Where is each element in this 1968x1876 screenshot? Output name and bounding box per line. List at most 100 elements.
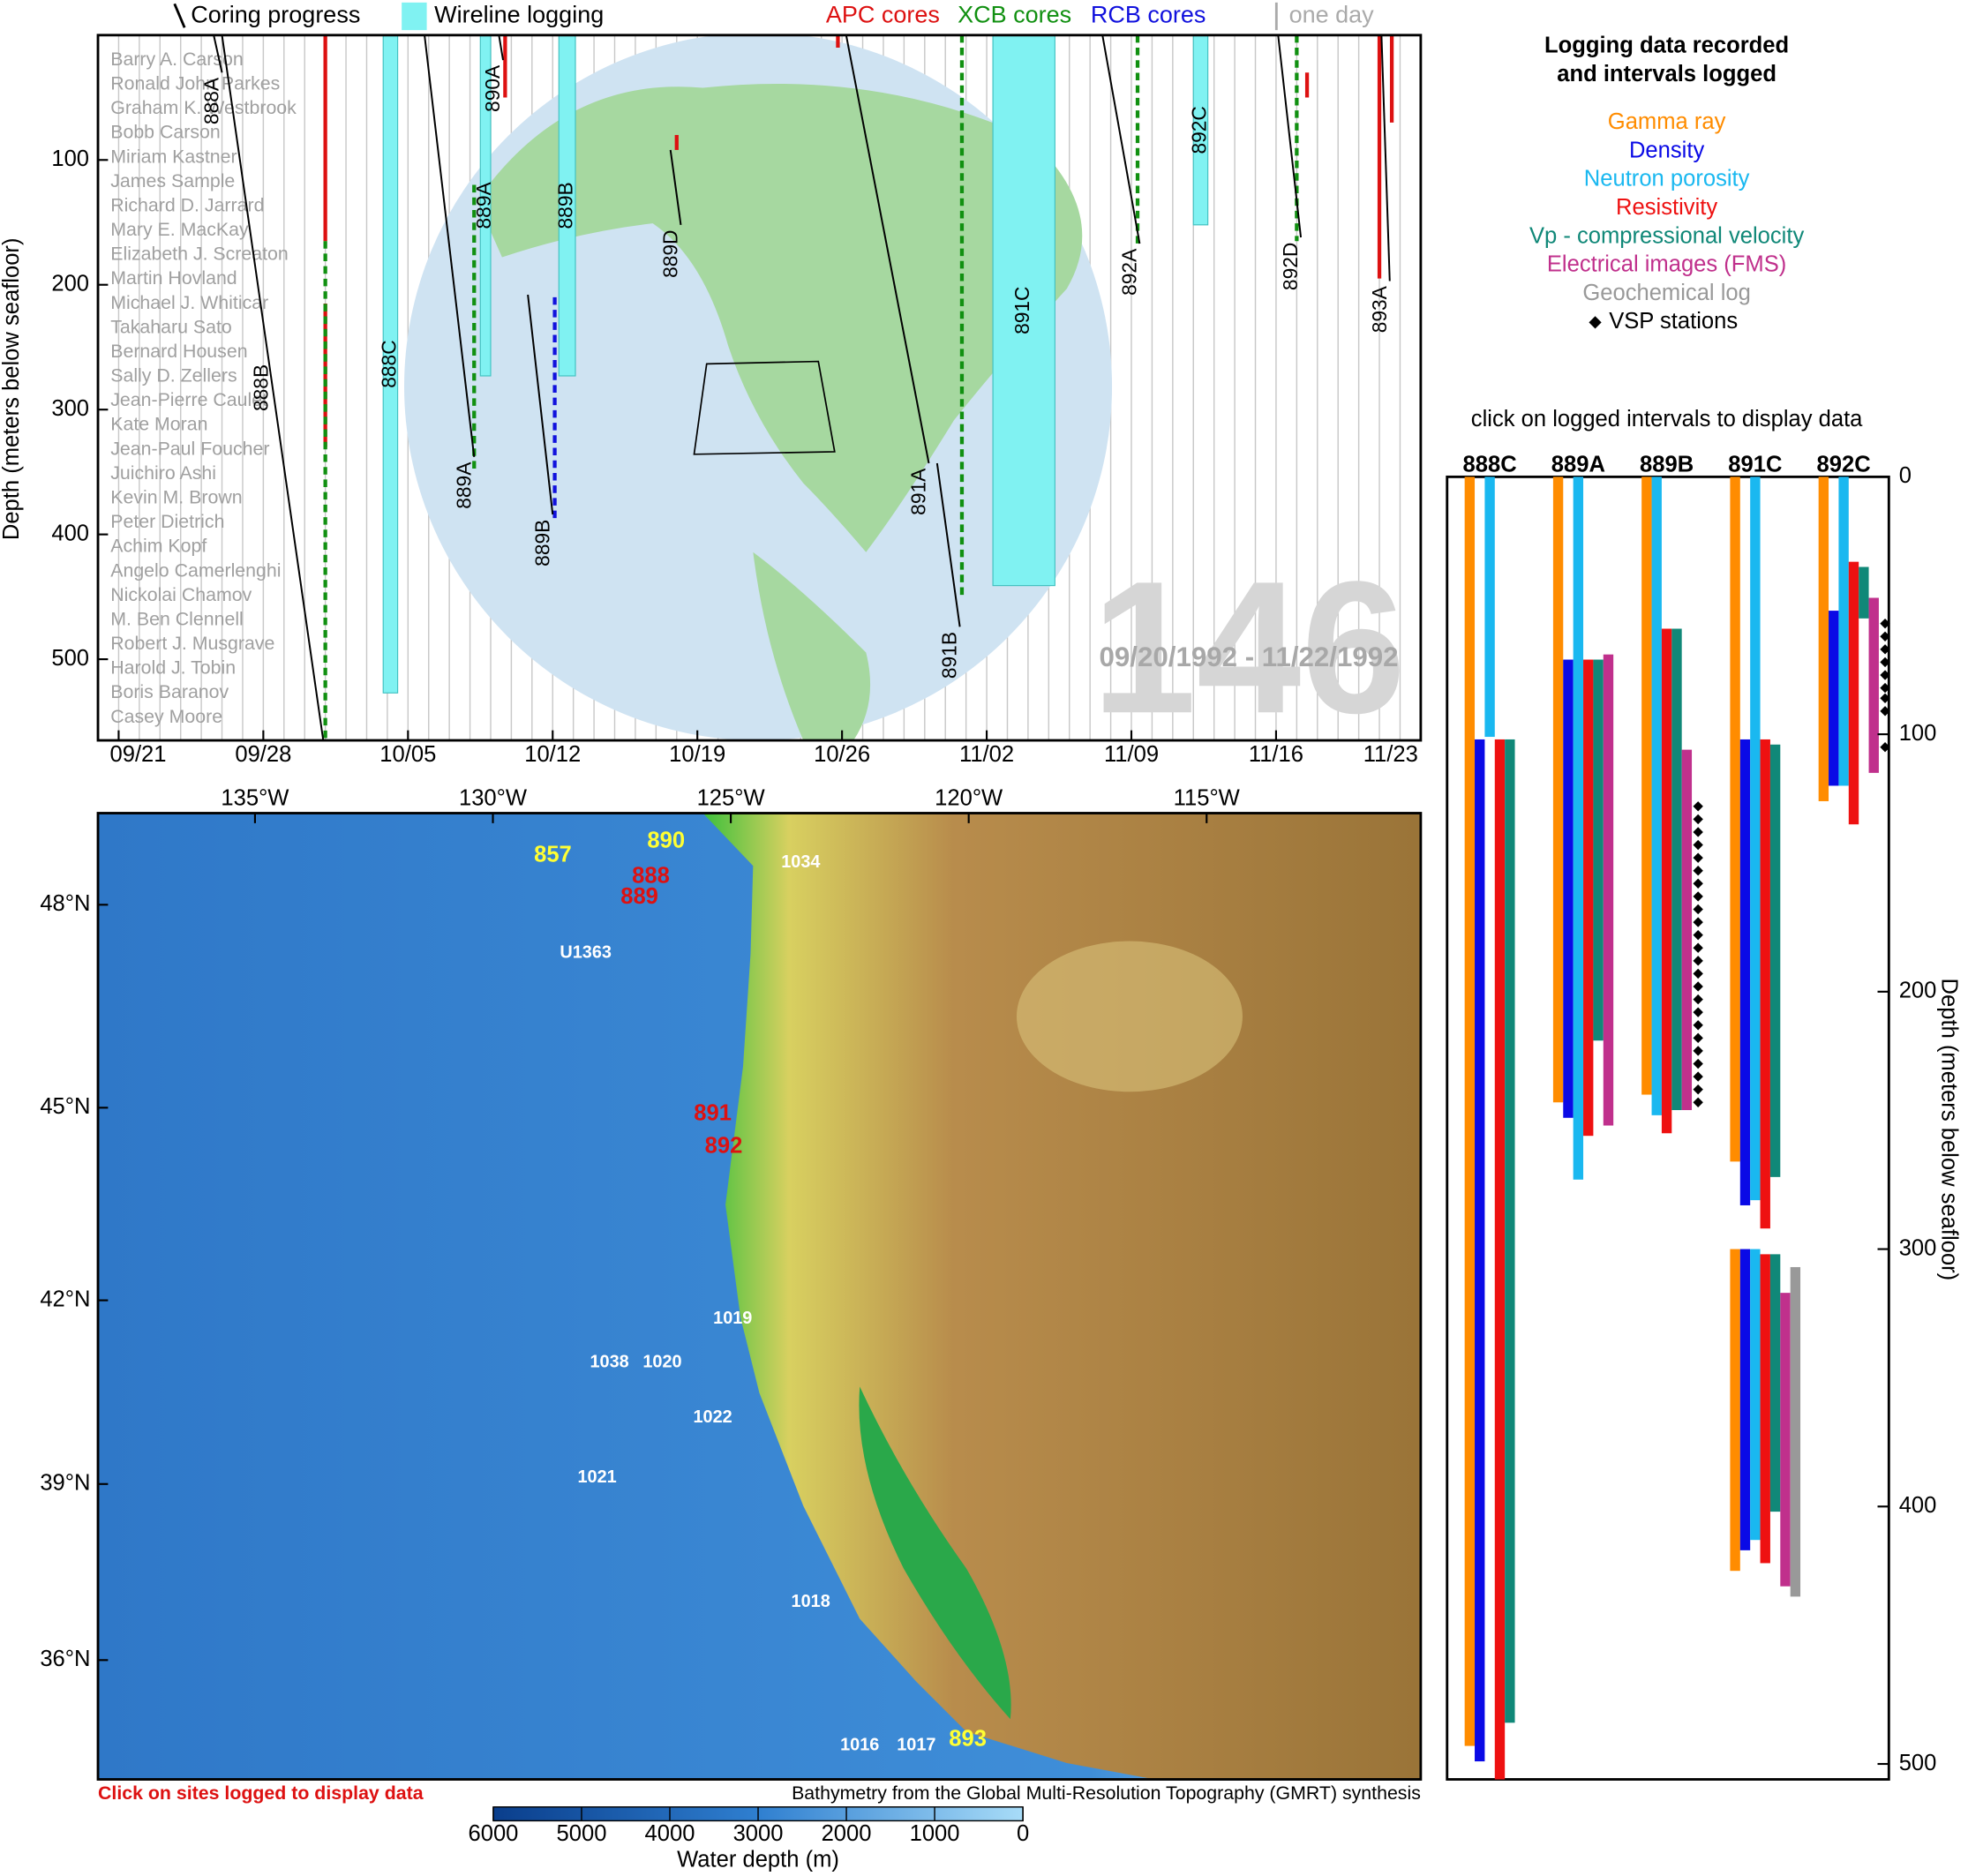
logged-interval[interactable] [1750,477,1761,1201]
crew-name: Mary E. MacKay [110,219,249,240]
y-tick-label: 200 [51,271,89,296]
y-tick-label: 400 [1899,1493,1937,1518]
colorbar-tick-label: 1000 [910,1821,960,1846]
crew-name: Graham K. Westbrook [110,97,297,118]
logged-interval[interactable] [1730,477,1740,1162]
logged-interval[interactable] [1868,597,1879,773]
legend-line [173,3,186,28]
hole-label: 888A [200,77,223,124]
hole-label: 888C [1463,452,1517,477]
logged-interval[interactable] [1739,739,1751,1205]
logging-note: click on logged intervals to display dat… [1471,407,1863,431]
x-tick-label: 10/05 [379,742,436,767]
globe-land [753,552,871,741]
logged-interval[interactable] [1661,628,1672,1134]
crew-name: Nickolai Chamov [110,584,252,605]
site-label: 1016 [840,1735,879,1754]
logged-interval[interactable] [1641,477,1652,1095]
legend-label: Resistivity [1616,195,1717,220]
x-tick-label: 11/16 [1249,742,1303,767]
vsp-station [1693,891,1703,902]
logged-interval[interactable] [1829,611,1839,786]
vsp-station [1693,1058,1703,1069]
coring-progress [669,149,682,225]
legend-label: Density [1629,138,1705,162]
logged-interval[interactable] [1760,739,1770,1229]
logged-interval[interactable] [1651,477,1662,1115]
y-tick-label: 100 [1899,721,1937,746]
crew-name: Elizabeth J. Screaton [110,244,289,265]
logged-interval[interactable] [1563,659,1574,1118]
logged-interval[interactable] [1769,744,1781,1177]
x-tick-label: 11/23 [1363,742,1418,767]
logged-interval[interactable] [1475,739,1485,1762]
legend-label: Gamma ray [1608,109,1726,134]
logged-interval[interactable] [1494,739,1506,1780]
y-tick-label: 0 [1899,463,1912,488]
crew-name: Jean-Paul Foucher [110,438,269,459]
hole-label: 888B [250,364,273,411]
site-label[interactable]: 891 [694,1101,732,1126]
site-label[interactable]: 857 [534,843,572,867]
logged-interval[interactable] [1859,567,1869,619]
map-extent [693,360,836,455]
logged-interval[interactable] [1730,1249,1740,1572]
colorbar-tick-label: 2000 [822,1821,872,1846]
logged-interval[interactable] [1750,1249,1761,1541]
lon-tick-label: 125°W [697,786,766,811]
wireline-interval [1192,34,1209,226]
hole-label: 891A [907,468,930,515]
hole-label: 888C [377,340,400,387]
land [702,813,1421,1780]
hole-label: 892D [1279,243,1302,290]
site-label[interactable]: 889 [620,884,658,909]
x-tick-label: 10/19 [669,742,725,767]
lon-tick-label: 120°W [935,786,1003,811]
lat-tick-label: 45°N [40,1094,90,1119]
site-label: U1363 [560,942,612,962]
logged-interval[interactable] [1573,477,1584,1180]
legend-label: VSP stations [1609,309,1738,334]
site-label[interactable]: 888 [632,863,670,888]
logged-interval[interactable] [1603,654,1614,1126]
logged-interval[interactable] [1552,477,1564,1103]
legend-label: one day [1289,2,1375,28]
hole-label: 892A [1117,248,1140,296]
legend-label: Vp - compressional velocity [1529,223,1805,248]
logged-interval[interactable] [1593,659,1604,1041]
logged-interval[interactable] [1505,739,1515,1723]
logged-interval[interactable] [1760,1254,1770,1564]
logged-interval[interactable] [1671,628,1682,1111]
crew-name: Sally D. Zellers [110,365,237,386]
coring-progress [498,34,505,61]
hole-label: 890A [481,64,504,112]
y-tick-label: 300 [1899,1235,1937,1260]
logged-interval[interactable] [1583,659,1594,1137]
site-label: 1021 [577,1467,616,1487]
site-label[interactable]: 892 [705,1134,743,1159]
logged-interval[interactable] [1769,1254,1781,1512]
logged-interval[interactable] [1790,1266,1801,1597]
plateau [1016,941,1243,1092]
logged-interval[interactable] [1780,1293,1791,1587]
coring-progress [424,34,476,458]
legend-diamond [1589,316,1602,329]
logged-interval[interactable] [1484,477,1495,738]
site-label[interactable]: 893 [949,1727,987,1752]
logging-title: and intervals logged [1557,62,1776,86]
logged-interval[interactable] [1681,749,1693,1111]
y-tick-label: 500 [1899,1751,1937,1775]
x-tick-label: 11/02 [959,742,1014,767]
logged-interval[interactable] [1848,561,1859,825]
hole-label: 892C [1817,452,1871,477]
logged-interval[interactable] [1818,477,1829,801]
lat-tick-label: 48°N [40,891,90,916]
vsp-station [1693,866,1703,876]
colorbar-tick-label: 4000 [645,1821,695,1846]
logged-interval[interactable] [1739,1249,1751,1550]
logged-interval[interactable] [1838,477,1849,786]
coring-progress [527,294,554,515]
logged-interval[interactable] [1464,477,1476,1746]
vsp-station [1693,1046,1703,1056]
site-label[interactable]: 890 [647,828,685,852]
